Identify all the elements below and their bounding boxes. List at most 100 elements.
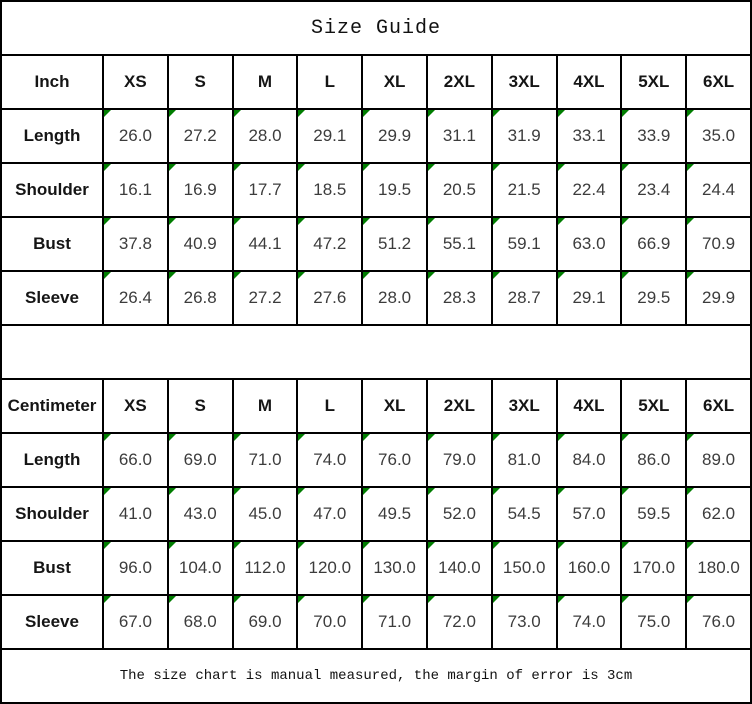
value-cell: 59.5 [622,488,688,542]
cell-flag-icon [622,596,630,603]
value-cell: 75.0 [622,596,688,650]
value-cell: 76.0 [687,596,752,650]
value-cell: 16.9 [168,164,234,218]
size-header-cell: S [168,56,234,110]
cell-flag-icon [428,434,435,441]
value-cell: 104.0 [168,542,234,596]
value-cell: 160.0 [557,542,623,596]
row-label-cell: Shoulder [2,488,104,542]
value-cell: 180.0 [687,542,752,596]
row-label-cell: Bust [2,218,104,272]
unit-header-cell: Inch [2,56,104,110]
cell-flag-icon [557,596,565,603]
value-cell: 84.0 [557,434,623,488]
cell-flag-icon [104,218,111,225]
cell-flag-icon [687,272,695,279]
row-label-cell: Length [2,110,104,164]
value-cell: 79.0 [428,434,493,488]
cell-flag-icon [363,164,371,171]
cell-flag-icon [298,596,306,603]
value-cell: 73.0 [492,596,558,650]
value-cell: 43.0 [168,488,234,542]
value-cell: 20.5 [428,164,493,218]
value-cell: 29.5 [622,272,688,326]
cell-flag-icon [104,110,111,117]
cell-flag-icon [298,434,306,441]
value-cell: 23.4 [622,164,688,218]
size-header-cell: 5XL [622,380,688,434]
cell-flag-icon [687,110,695,117]
value-cell: 19.5 [363,164,428,218]
cell-flag-icon [428,110,435,117]
table-spacer-row [2,326,752,380]
cell-flag-icon [233,218,241,225]
size-header-cell: M [233,380,299,434]
value-cell: 70.9 [687,218,752,272]
value-cell: 28.3 [428,272,493,326]
value-cell: 21.5 [492,164,558,218]
value-cell: 27.2 [168,110,234,164]
value-cell: 26.4 [104,272,169,326]
cell-flag-icon [428,218,435,225]
cell-flag-icon [363,272,371,279]
size-header-cell: L [298,56,364,110]
cell-flag-icon [492,488,500,495]
cell-flag-icon [622,434,630,441]
value-cell: 22.4 [557,164,623,218]
cell-flag-icon [104,542,111,549]
cell-flag-icon [557,542,565,549]
value-cell: 81.0 [492,434,558,488]
value-cell: 66.9 [622,218,688,272]
value-cell: 71.0 [233,434,299,488]
value-cell: 51.2 [363,218,428,272]
value-cell: 68.0 [168,596,234,650]
cell-flag-icon [363,218,371,225]
value-cell: 44.1 [233,218,299,272]
cell-flag-icon [168,110,176,117]
size-header-cell: XL [363,380,428,434]
value-cell: 59.1 [492,218,558,272]
cell-flag-icon [104,164,111,171]
cell-flag-icon [687,488,695,495]
cell-flag-icon [298,110,306,117]
value-cell: 49.5 [363,488,428,542]
value-cell: 18.5 [298,164,364,218]
size-header-cell: 3XL [492,56,558,110]
value-cell: 24.4 [687,164,752,218]
cell-flag-icon [298,272,306,279]
value-cell: 170.0 [622,542,688,596]
value-cell: 37.8 [104,218,169,272]
cell-flag-icon [622,218,630,225]
value-cell: 31.9 [492,110,558,164]
row-label-cell: Sleeve [2,596,104,650]
cell-flag-icon [492,218,500,225]
cell-flag-icon [363,542,371,549]
value-cell: 57.0 [557,488,623,542]
value-cell: 150.0 [492,542,558,596]
value-cell: 67.0 [104,596,169,650]
value-cell: 120.0 [298,542,364,596]
page-title: Size Guide [2,2,752,56]
cell-flag-icon [233,488,241,495]
value-cell: 35.0 [687,110,752,164]
cell-flag-icon [168,542,176,549]
value-cell: 140.0 [428,542,493,596]
value-cell: 33.1 [557,110,623,164]
cell-flag-icon [168,596,176,603]
cell-flag-icon [622,542,630,549]
cell-flag-icon [298,542,306,549]
cell-flag-icon [363,488,371,495]
value-cell: 27.6 [298,272,364,326]
value-cell: 54.5 [492,488,558,542]
cell-flag-icon [622,164,630,171]
cell-flag-icon [104,488,111,495]
row-label-cell: Length [2,434,104,488]
value-cell: 72.0 [428,596,493,650]
value-cell: 74.0 [298,434,364,488]
cell-flag-icon [168,272,176,279]
value-cell: 28.7 [492,272,558,326]
value-cell: 130.0 [363,542,428,596]
cell-flag-icon [428,164,435,171]
value-cell: 69.0 [233,596,299,650]
value-cell: 47.2 [298,218,364,272]
